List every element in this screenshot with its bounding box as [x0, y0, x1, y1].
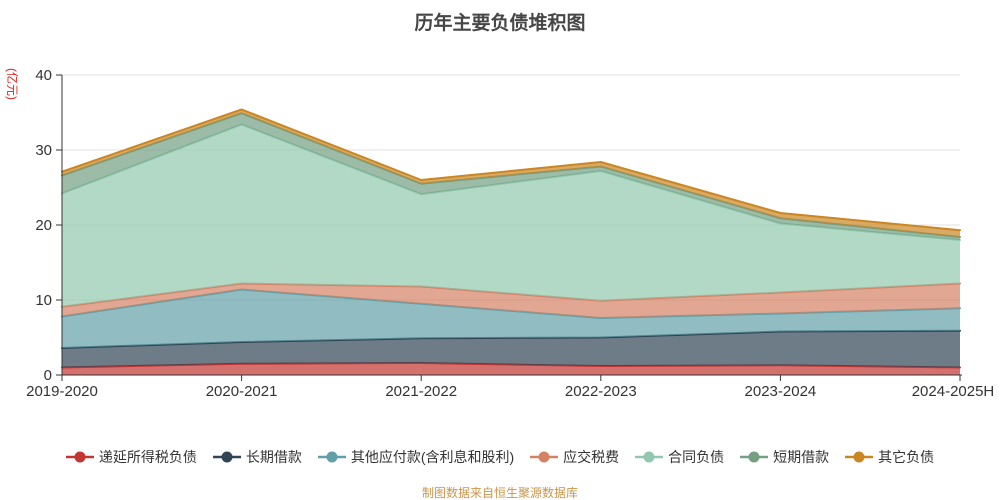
x-axis-label: 2020-2021	[206, 383, 278, 400]
legend-item-long-term-loans[interactable]: 长期借款	[212, 447, 302, 467]
y-axis-label: 10	[35, 292, 52, 309]
legend-marker-icon	[530, 451, 559, 463]
legend-item-taxes-payable[interactable]: 应交税费	[530, 447, 619, 467]
chart-title: 历年主要负债堆积图	[414, 13, 586, 34]
legend-marker-icon	[635, 451, 664, 463]
legend: 递延所得税负债 长期借款 其他应付款(含利息和股利) 应交税费 合同负债 短期借款 其它负债	[0, 447, 1000, 467]
area-contract-liabilities[interactable]	[62, 124, 960, 307]
legend-item-other-payables-incl-interest-and-dividends[interactable]: 其他应付款(含利息和股利)	[317, 447, 515, 467]
legend-marker-icon	[317, 451, 346, 463]
line-other-liabilities	[61, 108, 961, 232]
x-axis-label: 2019-2020	[26, 383, 98, 400]
legend-item-other-liabilities[interactable]: 其它负债	[845, 447, 934, 467]
legend-marker-icon	[212, 451, 241, 463]
legend-label: 长期借款	[245, 449, 302, 465]
legend-label: 其它负债	[878, 449, 935, 465]
legend-marker-icon	[740, 451, 769, 463]
area-other-payables-incl-interest-and-dividends[interactable]	[62, 289, 960, 349]
y-axis-label: 20	[35, 217, 52, 234]
legend-label: 短期借款	[773, 449, 830, 465]
legend-label: 其他应付款(含利息和股利)	[350, 449, 515, 465]
legend-label: 应交税费	[563, 449, 620, 465]
legend-label: 合同负债	[668, 449, 725, 465]
legend-marker-icon	[65, 451, 94, 463]
x-axis-label: 2021-2022	[385, 383, 457, 400]
x-axis-label: 2023-2024	[745, 383, 817, 400]
area-taxes-payable[interactable]	[62, 283, 960, 319]
area-long-term-loans[interactable]	[62, 330, 960, 368]
data-source-note: 制图数据来自恒生聚源数据库	[421, 486, 578, 500]
area-other-liabilities[interactable]	[62, 109, 960, 238]
y-axis-label: 30	[35, 142, 52, 159]
legend-marker-icon	[845, 451, 874, 463]
legend-item-short-term-loans[interactable]: 短期借款	[740, 447, 829, 467]
y-axis-label: 40	[35, 67, 52, 84]
legend-label: 递延所得税负债	[98, 449, 197, 465]
legend-item-deferred-income-tax-liabilities[interactable]: 递延所得税负债	[65, 447, 197, 467]
legend-item-contract-liabilities[interactable]: 合同负债	[635, 447, 724, 467]
y-axis-label: 0	[44, 367, 52, 384]
x-axis-label: 2024-2025H	[912, 383, 995, 400]
area-short-term-loans[interactable]	[62, 113, 960, 240]
x-axis-label: 2022-2023	[565, 383, 637, 400]
